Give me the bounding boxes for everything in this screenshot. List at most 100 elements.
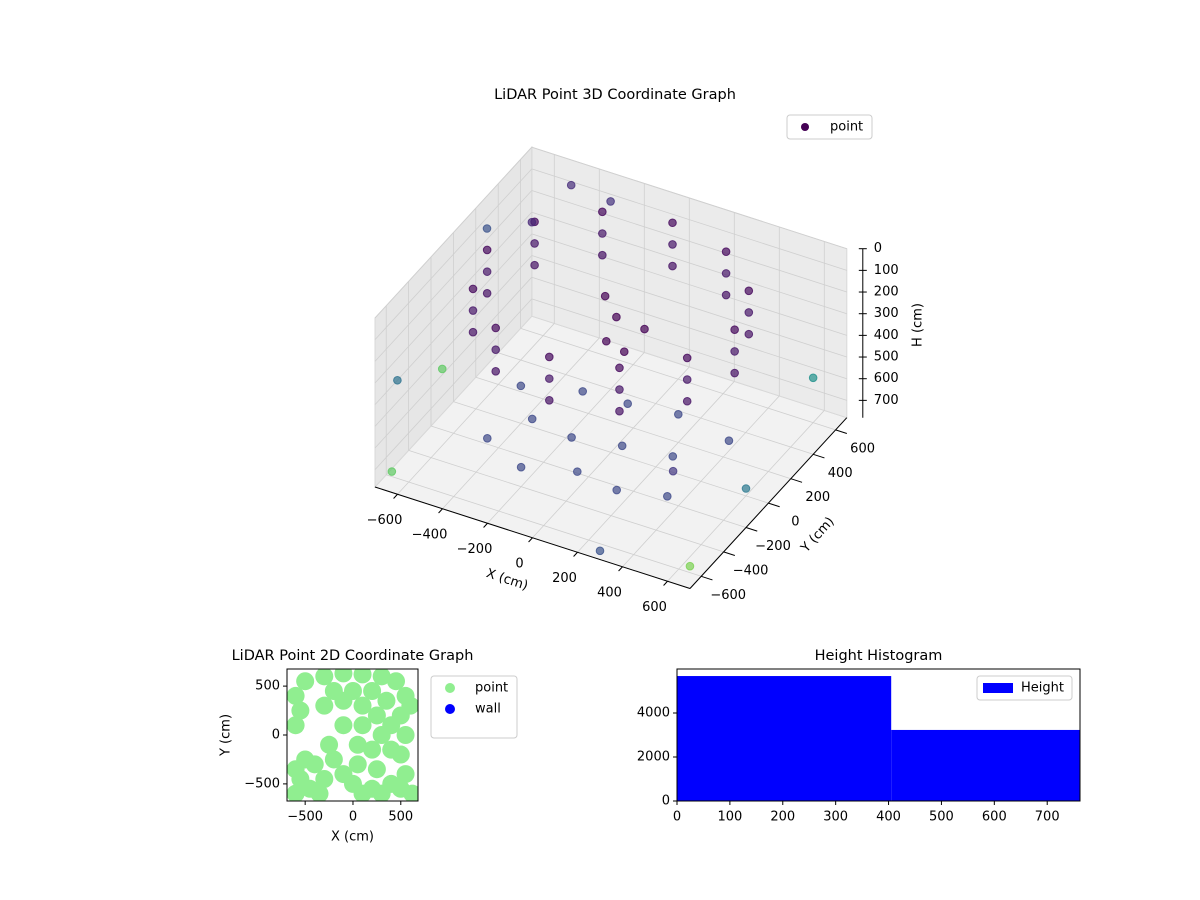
grid-line: [374, 190, 533, 362]
point: [598, 207, 607, 217]
point: [491, 345, 501, 354]
point: [491, 323, 501, 333]
point: [685, 561, 695, 571]
y-tick: [835, 429, 848, 435]
point: [668, 452, 678, 461]
point: [482, 245, 492, 255]
x-tick: [663, 580, 668, 586]
x-axis-label: X (cm): [331, 830, 374, 845]
x-tick-label: −400: [412, 527, 448, 542]
point: [595, 546, 605, 556]
grid-line: [498, 352, 814, 455]
x-tick-label: 600: [982, 810, 1007, 825]
y-tick: [701, 575, 713, 581]
legend-label: wall: [475, 702, 501, 717]
x-tick-label: −200: [457, 542, 493, 557]
point: [334, 716, 353, 735]
z-tick-label: 100: [874, 263, 899, 278]
point: [640, 324, 649, 334]
point: [437, 364, 447, 374]
point: [377, 691, 396, 710]
point: [287, 784, 305, 801]
point: [320, 735, 339, 754]
point: [530, 260, 539, 270]
y-axis-label: Y (cm): [219, 714, 234, 757]
point: [721, 269, 731, 278]
point: [396, 726, 415, 744]
y-tick-label: 0: [791, 515, 799, 530]
point: [674, 409, 683, 419]
x-tick: [618, 566, 623, 572]
point: [730, 347, 739, 356]
grid-line: [386, 474, 702, 577]
point: [353, 716, 372, 735]
z-tick-label: 200: [874, 285, 899, 300]
point: [315, 696, 334, 715]
point: [663, 491, 672, 501]
y-tick: [745, 527, 758, 532]
grid-line: [374, 168, 533, 340]
point: [372, 669, 391, 686]
point: [296, 672, 315, 691]
point: [530, 239, 539, 248]
point: [668, 240, 677, 249]
plot-area: [287, 669, 418, 801]
y-tick-label: −600: [710, 588, 746, 603]
y-tick-label: −200: [755, 539, 791, 554]
point: [619, 347, 629, 357]
point: [382, 740, 401, 759]
grid-line: [430, 425, 747, 528]
z-tick-label: 700: [874, 393, 899, 408]
point: [363, 740, 382, 759]
point: [598, 229, 607, 238]
point: [310, 784, 329, 801]
chart-title: LiDAR Point 3D Coordinate Graph: [494, 87, 736, 103]
point: [482, 224, 492, 233]
point: [367, 760, 386, 779]
point: [545, 395, 554, 405]
point: [468, 284, 478, 294]
grid-line: [475, 376, 791, 480]
point: [482, 267, 492, 276]
x-tick-label: 500: [388, 810, 413, 825]
point: [682, 375, 692, 384]
x-tick: [573, 551, 578, 557]
x-tick: [483, 522, 488, 528]
y-tick-label: 200: [805, 490, 830, 505]
x-tick: [438, 508, 443, 514]
point: [287, 686, 305, 705]
point: [615, 363, 624, 373]
point: [516, 462, 526, 472]
x-tick-label: −600: [367, 513, 403, 528]
legend-swatch: [983, 683, 1013, 693]
grid-line: [531, 233, 847, 336]
z-tick-label: 300: [874, 306, 899, 321]
chart-title: LiDAR Point 2D Coordinate Graph: [232, 648, 474, 664]
x-tick-label: 700: [1035, 810, 1060, 825]
point: [468, 306, 478, 315]
x-tick-label: 0: [673, 810, 681, 825]
point: [382, 716, 401, 735]
point: [527, 217, 537, 227]
point: [401, 696, 418, 715]
point: [573, 467, 582, 476]
x-tick-label: 0: [349, 810, 357, 825]
y-tick-label: 500: [255, 679, 280, 694]
point: [744, 308, 754, 317]
x-tick-label: 200: [552, 571, 577, 586]
y-tick-label: 0: [662, 794, 670, 809]
x-tick-label: 400: [597, 585, 622, 600]
legend-label: point: [830, 120, 863, 135]
z-tick-label: 400: [874, 328, 899, 343]
x-tick-label: 300: [823, 810, 848, 825]
legend-marker: [445, 683, 455, 693]
chart-title: Height Histogram: [815, 648, 943, 664]
point: [682, 396, 692, 406]
point: [324, 682, 343, 700]
grid-line: [374, 146, 533, 319]
grid-line: [531, 255, 847, 358]
point: [617, 441, 627, 451]
y-tick-label: 0: [272, 728, 280, 743]
x-axis: [374, 486, 691, 589]
